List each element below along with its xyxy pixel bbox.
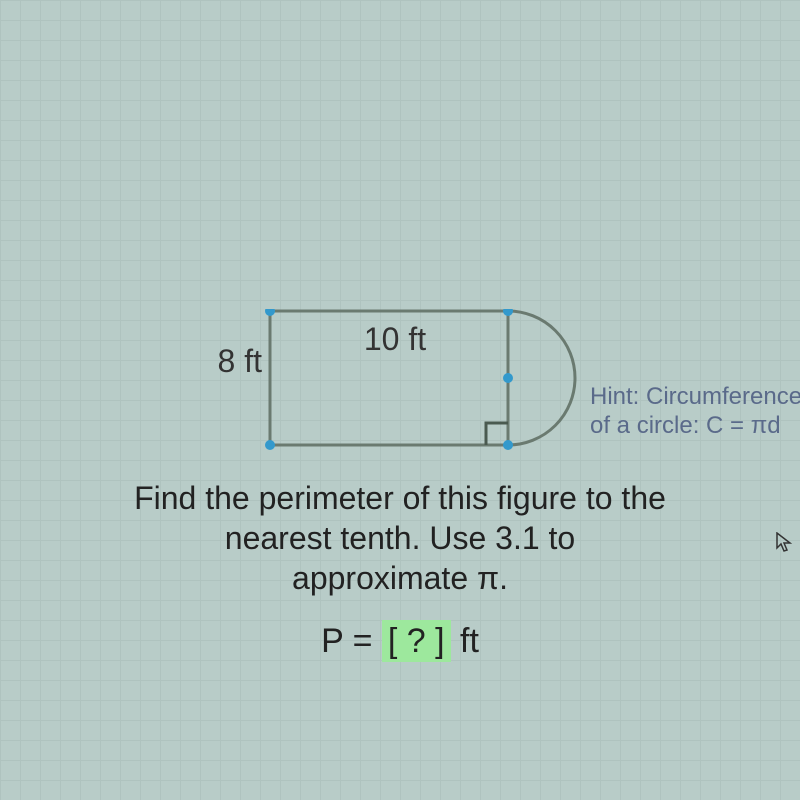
question-text: Find the perimeter of this figure to the…	[134, 478, 666, 598]
answer-input-box[interactable]: [ ? ]	[382, 620, 451, 662]
content-region: 10 ft 8 ft Hint: Circumference of a circ…	[0, 0, 800, 800]
question-line: approximate π.	[292, 560, 508, 596]
composite-figure: 10 ft 8 ft Hint: Circumference of a circ…	[190, 309, 610, 454]
dimension-top: 10 ft	[305, 321, 485, 358]
answer-suffix: ft	[451, 622, 479, 660]
vertex	[503, 440, 513, 450]
answer-prefix: P =	[321, 622, 382, 660]
hint-line: of a circle: C = πd	[590, 412, 781, 439]
mouse-cursor-icon	[776, 532, 794, 560]
vertex	[503, 309, 513, 316]
vertex	[265, 309, 275, 316]
question-line: Find the perimeter of this figure to the	[134, 480, 666, 516]
question-line: nearest tenth. Use 3.1 to	[225, 520, 575, 556]
vertex	[503, 373, 513, 383]
vertex	[265, 440, 275, 450]
hint-text: Hint: Circumference of a circle: C = πd	[590, 383, 800, 441]
dimension-left: 8 ft	[182, 343, 262, 380]
answer-line: P = [ ? ] ft	[321, 622, 479, 661]
hint-line: Hint: Circumference	[590, 383, 800, 410]
